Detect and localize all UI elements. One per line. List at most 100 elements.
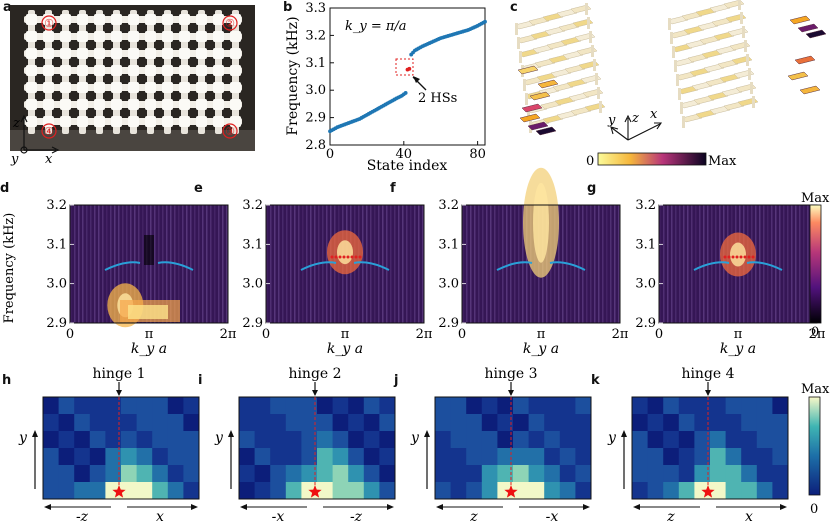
y-tick-label: 2.9 (635, 316, 656, 331)
hinge-title: hinge 2 (288, 366, 341, 382)
axis-label-z: z (12, 116, 20, 131)
y-tick-label: 3.2 (46, 198, 67, 213)
y-tick-label: 2.8 (305, 138, 326, 153)
x-tick-label: π (145, 327, 154, 342)
hinge-right-direction: -x (546, 509, 559, 525)
panel-label-c: c (510, 0, 518, 15)
corner-marker-3 (222, 123, 238, 139)
y-tick-label: 2.9 (46, 316, 67, 331)
colorbar-c (597, 152, 707, 166)
axis-label-x-c: x (650, 107, 658, 122)
y-tick-label: 3.1 (438, 237, 459, 252)
y-tick-label: 3.2 (635, 198, 656, 213)
source-star (112, 485, 126, 498)
hinge-state-box (395, 58, 414, 76)
y-axis-label-b: Frequency (kHz) (285, 16, 301, 135)
spectrum-panel-g: g3.23.13.02.90 π 2πk_y a (587, 181, 826, 357)
y-tick-label: 3.0 (635, 277, 656, 292)
x-axis-label: k_y a (131, 341, 167, 357)
hinge-left-direction: z (469, 509, 478, 525)
x-tick-label: π (537, 327, 546, 342)
data-point (483, 19, 487, 24)
colorbar-spectra-min: 0 (811, 325, 819, 340)
x-axis-label: k_y a (327, 341, 363, 357)
x-tick-label: 0 (326, 147, 334, 162)
hinge-y-label: y (410, 430, 420, 446)
hinge-title: hinge 1 (92, 366, 145, 382)
spectrum-panel-d: d 3.2 3.1 3.0 2.90 π 2π k_y a (0, 181, 237, 357)
x-tick-label: 80 (469, 147, 486, 162)
hinge-left-direction: -x (272, 509, 285, 525)
hinge-title: hinge 4 (681, 366, 734, 382)
y-tick-label: 3.0 (46, 277, 67, 292)
data-point (403, 91, 408, 95)
source-star (504, 485, 518, 498)
hinge-y-label: y (18, 430, 28, 446)
panel-a: a ① ② ③ ④ z x y (3, 0, 255, 167)
panel-label-d: d (0, 181, 9, 196)
corner-marker-4 (41, 123, 57, 139)
y-tick-label: 3.2 (305, 28, 326, 43)
x-tick-label: π (734, 327, 743, 342)
spectra-row: d3.23.13.02.90 π 2πk_y ae3.23.13.02.90 π 2πk… (0, 167, 826, 357)
hinge-panel-i: i hinge 2 y -x -z (198, 366, 396, 525)
y-tick-label: 3.1 (635, 237, 656, 252)
hinge-right-direction: x (156, 509, 164, 525)
spectrum-panel-f: f 3.2 3.1 3.0 2.90 π 2π k_y a (390, 167, 629, 357)
corner-marker-2 (222, 15, 238, 31)
y-tick-label: 2.9 (242, 316, 263, 331)
axes-triad-c (610, 114, 663, 141)
panel-label-g: g (587, 181, 596, 196)
axes-triad-a (20, 114, 60, 154)
hinge-y-label: y (214, 430, 224, 446)
ky-annotation: k_y = π/a (345, 19, 407, 34)
hinge-y-label: y (607, 430, 617, 446)
axis-label-z-c: z (631, 111, 639, 126)
sample-3d-left (514, 3, 606, 136)
y-tick-label: 3.1 (46, 237, 67, 252)
scatter-points (328, 19, 487, 134)
colorbar-c-min: 0 (586, 154, 594, 169)
colorbar-spectra (809, 204, 822, 324)
x-tick-label: 2π (220, 327, 237, 342)
hinge-title: hinge 3 (484, 366, 537, 382)
y-tick-label: 3.2 (242, 198, 263, 213)
axis-label-y: y (10, 152, 19, 167)
colorbar-hinge (808, 396, 821, 496)
data-point (407, 66, 412, 71)
x-tick-label: 0 (66, 327, 74, 342)
x-tick-label: 0 (262, 327, 270, 342)
x-tick-label: 0 (458, 327, 466, 342)
panel-b: b 0 40 80 2.8 2.9 3.0 3.1 3.2 3.3 k_y = π/a 2 HS… (283, 0, 487, 174)
y-tick-label: 3.3 (305, 1, 326, 16)
x-axis-label: k_y a (523, 341, 559, 357)
colorbar-hinge-max: Max (801, 382, 830, 397)
x-tick-label: π (341, 327, 350, 342)
colorbar-spectra-max: Max (801, 191, 830, 206)
spectra-y-axis-label: Frequency (kHz) (2, 213, 17, 324)
panel-label-b: b (283, 0, 292, 15)
panel-label-j: j (393, 373, 398, 388)
x-axis-label: k_y a (720, 341, 756, 357)
y-tick-label: 3.2 (438, 198, 459, 213)
source-star (701, 485, 715, 498)
hinge-panel-h: h hinge 1 y -z x (2, 366, 200, 525)
lattice-photo (24, 10, 242, 134)
sample-3d-right (667, 0, 827, 128)
y-tick-label: 3.1 (305, 56, 326, 71)
hinge-left-direction: z (666, 509, 675, 525)
corner-label-4: ④ (44, 125, 54, 138)
panel-label-e: e (194, 181, 203, 196)
corner-label-2: ② (225, 17, 235, 30)
panel-label-h: h (2, 373, 11, 388)
hinge-panel-k: k hinge 4 y z x (591, 366, 789, 525)
hinge-panel-j: j hinge 3 y z -x (393, 366, 592, 525)
x-tick-label: 2π (612, 327, 629, 342)
x-tick-label: 0 (655, 327, 663, 342)
y-tick-label: 2.9 (438, 316, 459, 331)
axis-ticks-b: 0 40 80 2.8 2.9 3.0 3.1 3.2 3.3 (305, 1, 486, 162)
colorbar-hinge-min: 0 (810, 502, 818, 517)
hinge-state-label: 2 HSs (418, 91, 457, 106)
